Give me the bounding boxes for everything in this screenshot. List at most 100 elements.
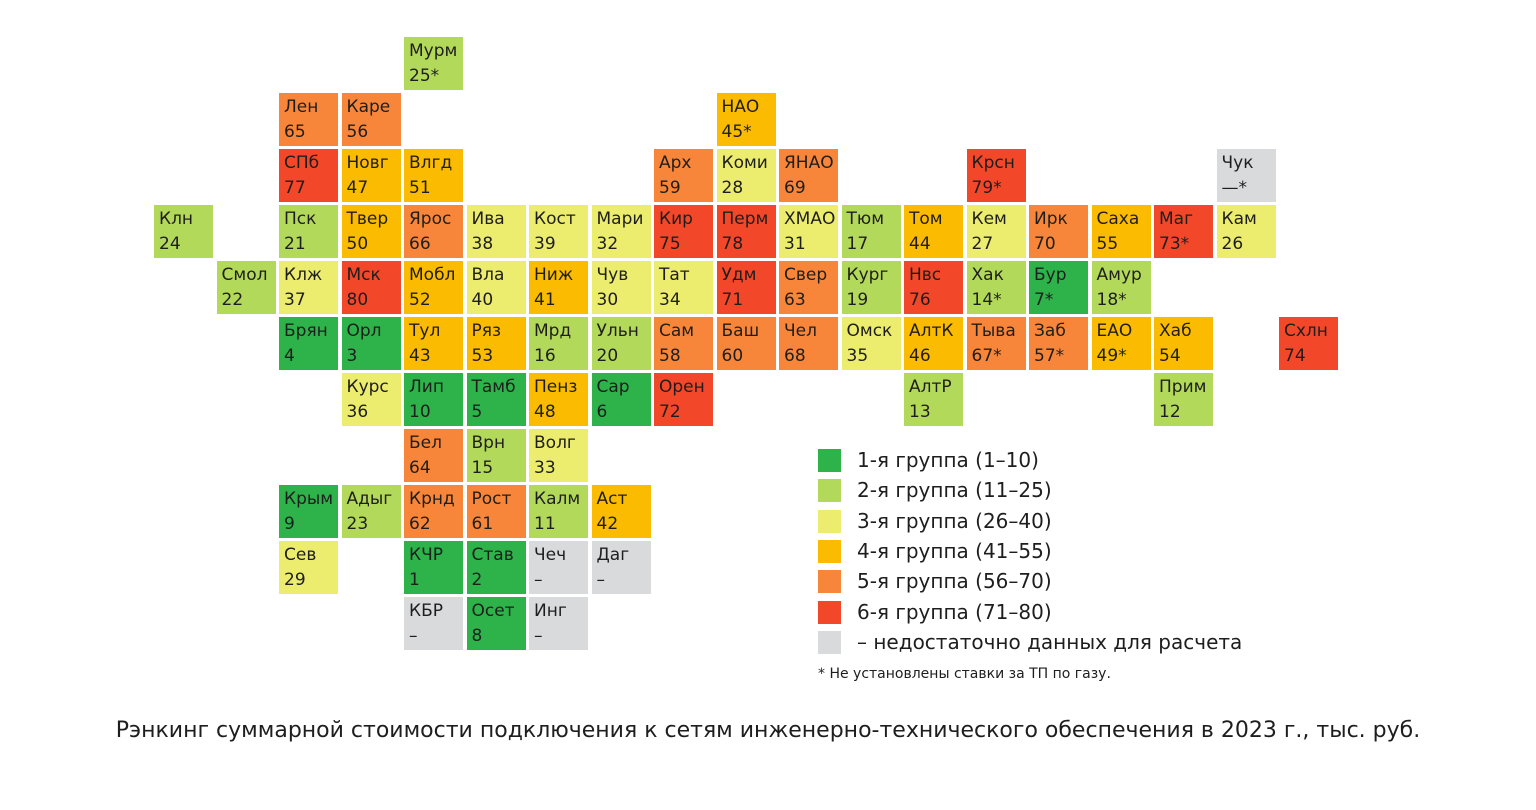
region-rank: 47 <box>346 178 369 198</box>
legend-label: 1-я группа (1–10) <box>857 448 1039 472</box>
region-tile: Ярос 66 <box>404 205 463 258</box>
region-code: Даг <box>596 545 630 565</box>
region-tile: ЕАО 49* <box>1091 317 1151 370</box>
region-tile: Кем 27 <box>966 205 1026 258</box>
region-rank: 27 <box>971 234 994 254</box>
region-code: Каре <box>346 97 391 117</box>
region-rank: 69 <box>784 178 806 198</box>
region-tile: ХМАО 31 <box>779 205 838 258</box>
region-rank: 34 <box>659 290 681 310</box>
region-tile: Ульн 20 <box>591 317 651 370</box>
region-code: Коми <box>721 153 768 173</box>
region-tile: Курс 36 <box>341 373 401 426</box>
region-tile: Адыг 23 <box>341 485 401 538</box>
region-rank: 22 <box>221 290 244 310</box>
region-rank: 66 <box>409 234 431 254</box>
region-code: Мрд <box>534 321 572 341</box>
region-code: Перм <box>721 209 769 229</box>
region-code: Ива <box>471 209 505 229</box>
region-code: Мурм <box>409 41 458 61</box>
region-tile: Влгд 51 <box>404 149 463 202</box>
region-rank: 50 <box>346 234 369 254</box>
region-rank: 18* <box>1096 290 1127 310</box>
region-rank: 41 <box>534 290 556 310</box>
region-tile: Брян 4 <box>279 317 338 370</box>
region-tile: НАО 45* <box>716 93 776 146</box>
region-tile: Нвс 76 <box>904 261 963 314</box>
region-rank: 3 <box>346 346 358 366</box>
region-rank: 5 <box>471 402 483 422</box>
map-caption: Рэнкинг суммарной стоимости подключения … <box>115 718 1421 743</box>
region-rank: 40 <box>471 290 494 310</box>
region-tile: Бур 7* <box>1029 261 1088 314</box>
region-tile: Маг 73* <box>1154 205 1213 258</box>
region-tile: Крсн 79* <box>966 149 1026 202</box>
region-tile: Удм 71 <box>716 261 776 314</box>
region-tile: Мрд 16 <box>529 317 588 370</box>
region-code: Бел <box>409 433 442 453</box>
region-code: Аст <box>596 489 628 509</box>
region-tile: Крым 9 <box>279 485 338 538</box>
region-rank: 51 <box>409 178 431 198</box>
region-code: Лен <box>284 97 319 117</box>
region-code: ХМАО <box>784 209 836 229</box>
region-code: Сам <box>659 321 695 341</box>
region-tile: Орен 72 <box>654 373 713 426</box>
region-tile: Тыва 67* <box>966 317 1026 370</box>
region-code: Свер <box>784 265 828 285</box>
region-rank: 26 <box>1221 234 1244 254</box>
region-tile: Мобл 52 <box>404 261 463 314</box>
region-code: Мобл <box>409 265 456 285</box>
region-code: Кам <box>1221 209 1257 229</box>
region-code: Орен <box>659 377 705 397</box>
region-tile: Хаб 54 <box>1154 317 1213 370</box>
region-rank: 59 <box>659 178 681 198</box>
region-code: КБР <box>409 601 443 621</box>
region-code: Твер <box>346 209 389 229</box>
region-code: Смол <box>221 265 268 285</box>
region-tile: Чув 30 <box>591 261 651 314</box>
region-tile: Даг – <box>591 541 651 594</box>
region-rank: – <box>409 626 418 646</box>
region-rank: 14* <box>971 290 1002 310</box>
region-tile: Свер 63 <box>779 261 838 314</box>
region-rank: 19 <box>846 290 869 310</box>
region-code: Крнд <box>409 489 455 509</box>
region-tile: Тамб 5 <box>466 373 526 426</box>
region-code: Лип <box>409 377 444 397</box>
region-rank: 58 <box>659 346 681 366</box>
region-code: Хаб <box>1159 321 1192 341</box>
region-code: Ульн <box>596 321 639 341</box>
region-code: ЯНАО <box>784 153 834 173</box>
region-code: Курс <box>346 377 389 397</box>
region-code: НАО <box>721 97 760 117</box>
region-tile: Тул 43 <box>404 317 463 370</box>
legend-swatch <box>818 479 841 503</box>
region-code: Чел <box>784 321 817 341</box>
region-rank: 35 <box>846 346 869 366</box>
region-code: Пск <box>284 209 317 229</box>
region-tile: СПб 77 <box>279 149 338 202</box>
legend-swatch <box>818 600 841 624</box>
region-rank: 10 <box>409 402 431 422</box>
region-code: Нвс <box>909 265 942 285</box>
region-rank: 75 <box>659 234 681 254</box>
region-code: Чук <box>1221 153 1254 173</box>
region-rank: 67* <box>971 346 1002 366</box>
region-tile: Чеч – <box>529 541 588 594</box>
region-code: Сар <box>596 377 630 397</box>
region-code: Кир <box>659 209 693 229</box>
region-rank: 79* <box>971 178 1002 198</box>
region-code: Кост <box>534 209 576 229</box>
region-code: АлтР <box>909 377 952 397</box>
region-tile: Ирк 70 <box>1029 205 1088 258</box>
legend-swatch <box>818 449 841 472</box>
legend-item: 3-я группа (26–40) <box>818 507 1318 537</box>
region-code: СПб <box>284 153 320 173</box>
region-tile: Том 44 <box>904 205 963 258</box>
region-tile: Саха 55 <box>1091 205 1151 258</box>
region-code: Волг <box>534 433 576 453</box>
region-tile: Орл 3 <box>341 317 401 370</box>
region-rank: 56 <box>346 122 369 142</box>
region-tile: Пенз 48 <box>529 373 588 426</box>
